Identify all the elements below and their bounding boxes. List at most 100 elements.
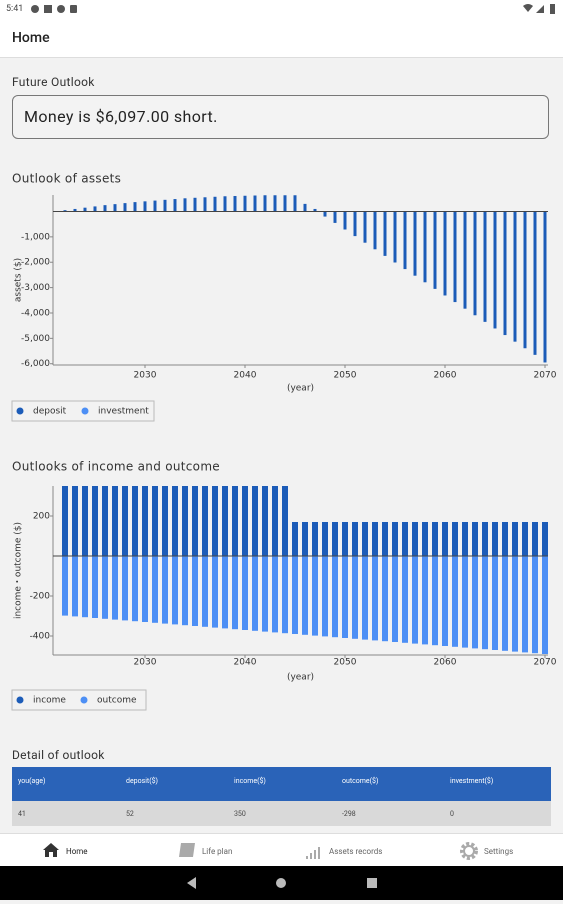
x-tick-label: 2050 (334, 371, 357, 381)
bar (513, 211, 517, 342)
bar (343, 211, 347, 230)
bar (112, 556, 118, 620)
bar (123, 203, 127, 212)
bar (242, 486, 248, 556)
bar (272, 556, 278, 633)
bar (362, 556, 368, 640)
nav-label: Settings (484, 847, 514, 856)
nav-label: Life plan (202, 847, 233, 856)
bar (202, 486, 208, 556)
bar (313, 208, 317, 212)
bar (272, 486, 278, 556)
bar (423, 211, 427, 283)
bar (172, 556, 178, 625)
bar (322, 556, 328, 637)
bar (322, 522, 328, 556)
bar (122, 556, 128, 621)
bar (162, 556, 168, 624)
bar (492, 556, 498, 650)
bar (333, 211, 337, 223)
nav-life-plan[interactable]: Life plan (176, 834, 316, 867)
clock: 5:41 (6, 4, 24, 14)
bar (282, 486, 288, 556)
legend-swatch (81, 407, 89, 415)
bar (372, 522, 378, 556)
bar (303, 203, 307, 212)
bar (132, 556, 138, 622)
bar (162, 486, 168, 556)
bar (543, 211, 547, 363)
bar (422, 522, 428, 556)
nav-label: Home (66, 847, 88, 856)
bar (63, 210, 67, 212)
table-header: you(age) deposit($) income($) outcome($) inv… (12, 767, 551, 801)
bar (523, 211, 527, 349)
nav-home[interactable]: Home (40, 834, 180, 867)
x-axis-label: (year) (287, 673, 314, 683)
y-tick-label: -400 (30, 632, 51, 642)
chart-title: Outlook of assets (12, 172, 121, 186)
legend-swatch (16, 696, 24, 704)
y-tick-label: -6,000 (21, 359, 50, 369)
bar (102, 486, 108, 556)
bar (142, 556, 148, 622)
section-label: Future Outlook (12, 75, 95, 89)
home-icon (43, 843, 59, 857)
bar (532, 556, 538, 654)
bar (392, 556, 398, 642)
system-icons (523, 4, 555, 14)
x-tick-label: 2060 (434, 371, 457, 381)
bar (363, 211, 367, 243)
bar (293, 195, 297, 212)
bar (452, 522, 458, 556)
bar (112, 486, 118, 556)
bar (153, 200, 157, 212)
signal-icon (306, 847, 320, 859)
bar (443, 211, 447, 296)
bar (403, 211, 407, 270)
bar (353, 211, 357, 237)
bar (342, 522, 348, 556)
bar (122, 486, 128, 556)
bar (502, 556, 508, 651)
nav-settings[interactable]: Settings (458, 834, 563, 867)
app-bar: Home (0, 18, 563, 58)
y-tick-label: -200 (30, 592, 51, 602)
bar (182, 556, 188, 626)
bar (102, 556, 108, 619)
legend-swatch (16, 407, 24, 415)
bar (493, 211, 497, 329)
bar (352, 522, 358, 556)
bar (263, 195, 267, 212)
bar (542, 522, 548, 556)
bar (472, 556, 478, 649)
chart-title: Outlooks of income and outcome (12, 460, 220, 474)
bar (142, 486, 148, 556)
book-icon (179, 843, 195, 857)
bar (482, 522, 488, 556)
bar (262, 486, 268, 556)
bar (183, 198, 187, 212)
bar (393, 211, 397, 263)
bar (93, 206, 97, 212)
bar (522, 556, 528, 653)
screen-title: Home (12, 30, 50, 46)
legend-box (11, 689, 147, 711)
bar (182, 486, 188, 556)
bar (222, 486, 228, 556)
header-cell: investment($) (450, 777, 494, 785)
x-tick-label: 2030 (134, 371, 157, 381)
bar (332, 522, 338, 556)
nav-assets-records[interactable]: Assets records (303, 834, 443, 867)
bar (253, 195, 257, 212)
bar (232, 486, 238, 556)
bar (312, 556, 318, 636)
bar (432, 522, 438, 556)
bar (292, 522, 298, 556)
bar (172, 486, 178, 556)
bar (73, 208, 77, 212)
x-tick-label: 2050 (334, 658, 357, 668)
bar (512, 522, 518, 556)
bar (133, 202, 137, 212)
